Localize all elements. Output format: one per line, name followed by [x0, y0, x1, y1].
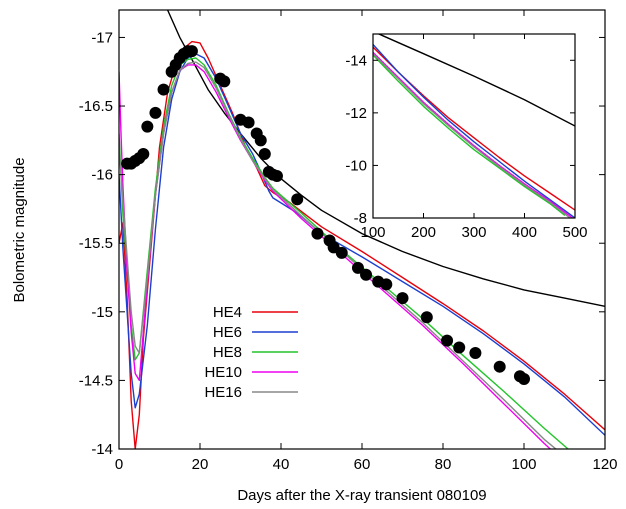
series-line-he4	[119, 40, 605, 449]
data-point	[218, 75, 231, 88]
series-line-he10	[119, 64, 552, 449]
legend-label: HE8	[213, 344, 242, 361]
data-point	[380, 278, 393, 291]
legend-label: HE6	[213, 324, 242, 341]
inset-background	[373, 34, 575, 218]
data-point	[360, 268, 373, 281]
data-point	[453, 341, 466, 354]
inset-x-tick-label: 500	[562, 224, 587, 241]
x-tick-label: 100	[511, 456, 536, 473]
data-point	[270, 169, 283, 182]
inset-x-tick-label: 200	[411, 224, 436, 241]
inset-series-line-he10	[373, 51, 573, 218]
y-axis-label: Bolometric magnitude	[11, 157, 28, 302]
data-point	[420, 311, 433, 324]
main-y-axis: -14 -14.5 -15 -15.5 -16 -16.5 -17	[79, 29, 605, 458]
data-point	[141, 120, 154, 133]
y-tick-label: -17	[91, 29, 113, 46]
y-tick-label: -15.5	[79, 235, 113, 252]
data-point	[185, 45, 198, 58]
series-line-he6	[119, 53, 605, 436]
y-tick-label: -16	[91, 167, 113, 184]
x-tick-label: 60	[354, 456, 371, 473]
inset-x-axis: 100 200 300 400 500	[360, 34, 588, 241]
x-axis-label: Days after the X-ray transient 080109	[237, 487, 486, 504]
data-point	[311, 227, 324, 240]
data-point	[291, 193, 304, 206]
series-line-he16	[119, 61, 557, 449]
y-tick-label: -14	[91, 441, 113, 458]
y-tick-label: -15	[91, 304, 113, 321]
legend-label: HE4	[213, 304, 242, 321]
inset-fit-curve-line	[377, 34, 575, 127]
data-point	[242, 116, 255, 129]
inset-x-tick-label: 400	[512, 224, 537, 241]
inset-y-tick-label: -8	[354, 210, 367, 227]
x-tick-label: 120	[592, 456, 617, 473]
inset-y-tick-label: -14	[345, 52, 367, 69]
legend: HE4 HE6 HE8 HE10 HE16	[204, 304, 298, 401]
inset-x-tick-label: 300	[461, 224, 486, 241]
data-point	[518, 373, 530, 386]
inset-series-line-he6	[373, 44, 575, 218]
inset-plot: 100 200 300 400 500 -8 -10 -12 -14	[345, 33, 588, 241]
inset-series-layer	[373, 34, 575, 218]
data-point	[258, 148, 271, 161]
data-point	[157, 83, 170, 96]
inset-y-tick-label: -10	[345, 157, 367, 174]
data-point	[335, 246, 348, 259]
data-point	[254, 134, 267, 147]
data-point	[149, 106, 162, 119]
data-point	[351, 261, 364, 274]
observation-layer	[121, 45, 530, 386]
main-plot: 0 20 40 60 80 100 120 -14 -14.5 -15 -15.5 -16 -16.5…	[11, 9, 618, 504]
data-point	[441, 334, 454, 347]
data-point	[493, 360, 506, 373]
legend-label: HE10	[204, 364, 242, 381]
inset-y-axis: -8 -10 -12 -14	[345, 52, 575, 227]
x-tick-label: 20	[192, 456, 209, 473]
y-tick-label: -16.5	[79, 98, 113, 115]
inset-x-tick-label: 100	[360, 224, 385, 241]
inset-series-line-he8	[373, 54, 566, 216]
x-tick-label: 0	[115, 456, 123, 473]
inset-series-line-he16	[373, 53, 571, 218]
y-tick-label: -14.5	[79, 372, 113, 389]
legend-label: HE16	[204, 384, 242, 401]
main-x-axis: 0 20 40 60 80 100 120	[115, 10, 618, 473]
inset-y-tick-label: -12	[345, 105, 367, 122]
x-tick-label: 80	[435, 456, 452, 473]
data-point	[469, 346, 482, 359]
data-point	[137, 148, 150, 161]
x-tick-label: 40	[273, 456, 290, 473]
data-point	[396, 292, 409, 305]
